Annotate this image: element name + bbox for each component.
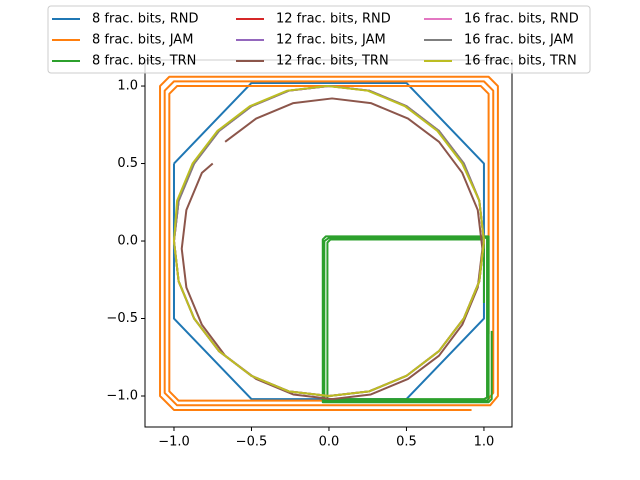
axes-frame — [144, 59, 513, 428]
y-tick-label: 0.0 — [117, 234, 138, 249]
series-line — [159, 75, 499, 411]
x-tick-label: −0.5 — [236, 435, 268, 450]
x-tick-label: 0.0 — [319, 435, 340, 450]
series-line — [321, 235, 493, 404]
legend-label: 8 frac. bits, TRN — [92, 54, 196, 69]
legend: 8 frac. bits, RND 8 frac. bits, JAM 8 frac… — [47, 5, 591, 74]
legend-label: 16 frac. bits, RND — [464, 12, 579, 27]
series-line — [180, 97, 484, 401]
legend-label: 12 frac. bits, RND — [276, 12, 391, 27]
legend-label: 12 frac. bits, JAM — [276, 33, 386, 48]
legend-frame — [47, 5, 591, 74]
x-tick-label: 0.5 — [396, 435, 417, 450]
legend-label: 8 frac. bits, JAM — [92, 33, 193, 48]
legend-label: 12 frac. bits, TRN — [276, 54, 389, 69]
x-tick-label: 1.0 — [474, 435, 495, 450]
x-tick-label: −1.0 — [158, 435, 190, 450]
legend-label: 16 frac. bits, TRN — [464, 54, 577, 69]
series-line — [172, 81, 485, 401]
y-tick-label: −0.5 — [106, 311, 138, 326]
y-tick-label: 1.0 — [117, 79, 138, 94]
y-tick-label: −1.0 — [106, 389, 138, 404]
legend-label: 8 frac. bits, RND — [92, 12, 198, 27]
series-line — [172, 85, 485, 397]
legend-label: 16 frac. bits, JAM — [464, 33, 574, 48]
y-tick-label: 0.5 — [117, 156, 138, 171]
